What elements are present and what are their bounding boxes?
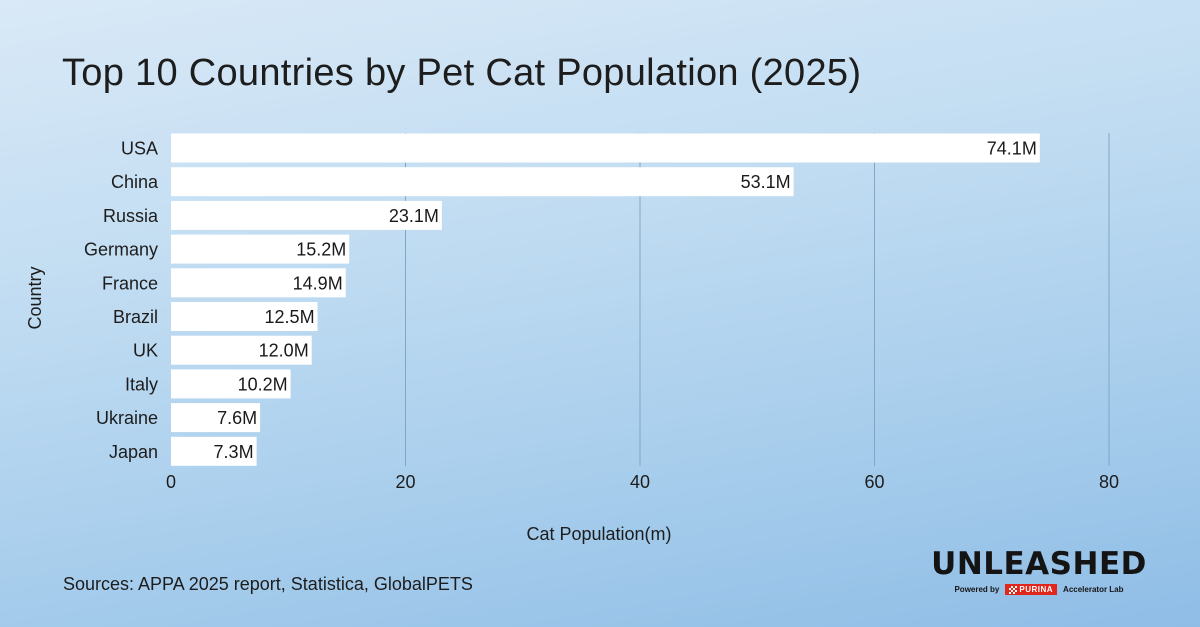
category-label: UK xyxy=(133,341,158,361)
category-label: USA xyxy=(121,139,158,159)
category-label: Ukraine xyxy=(96,408,158,428)
bar-brazil xyxy=(171,302,318,331)
x-tick-label: 20 xyxy=(395,472,415,492)
data-label: 23.1M xyxy=(389,206,439,226)
bar-italy xyxy=(171,369,291,399)
unleashed-logo: UNLEASHED Powered by PURINA Accelerator … xyxy=(928,546,1150,595)
chart-title: Top 10 Countries by Pet Cat Population (… xyxy=(62,52,862,94)
y-axis-title: Country xyxy=(25,266,45,329)
bars xyxy=(171,133,1040,466)
bar-russia xyxy=(171,200,442,230)
x-tick-label: 0 xyxy=(166,472,176,492)
brand-wordmark: UNLEASHED xyxy=(931,546,1147,582)
category-label: Russia xyxy=(103,206,159,226)
accelerator-lab-text: Accelerator Lab xyxy=(1063,585,1124,594)
data-label: 74.1M xyxy=(987,139,1037,159)
category-label: Brazil xyxy=(113,307,158,327)
category-label: France xyxy=(102,273,158,293)
category-label: Italy xyxy=(125,374,158,394)
category-label: Japan xyxy=(109,442,158,462)
checkerboard-icon xyxy=(1009,585,1018,594)
data-label: 10.2M xyxy=(238,374,288,394)
bar-japan xyxy=(171,436,257,466)
category-label: China xyxy=(111,172,159,192)
purina-text: PURINA xyxy=(1019,585,1054,594)
data-label: 12.5M xyxy=(265,307,315,327)
data-labels: 74.1M 53.1M 23.1M 15.2M 14.9M 12.5M 12.0M 10.2M… xyxy=(214,139,1037,462)
bar-usa xyxy=(171,133,1040,163)
bar-france xyxy=(171,268,346,298)
data-label: 7.3M xyxy=(214,442,254,462)
data-label: 14.9M xyxy=(293,273,343,293)
purina-badge: PURINA xyxy=(1005,584,1058,595)
y-tick-labels: USA China Russia Germany France Brazil UK Italy… xyxy=(84,139,159,462)
x-tick-labels: 0 20 40 60 80 xyxy=(166,472,1119,492)
x-tick-label: 60 xyxy=(864,472,884,492)
bar-china xyxy=(171,167,794,197)
bar-germany xyxy=(171,234,350,264)
x-tick-label: 80 xyxy=(1099,472,1119,492)
brand-tagline: Powered by PURINA Accelerator Lab xyxy=(928,584,1150,595)
x-axis-title: Cat Population(m) xyxy=(526,524,671,544)
bar-ukraine xyxy=(171,403,261,433)
x-tick-label: 40 xyxy=(630,472,650,492)
data-label: 7.6M xyxy=(217,408,257,428)
data-label: 53.1M xyxy=(741,172,791,192)
data-label: 12.0M xyxy=(259,341,309,361)
source-note: Sources: APPA 2025 report, Statistica, G… xyxy=(63,574,473,594)
category-label: Germany xyxy=(84,240,158,260)
data-label: 15.2M xyxy=(296,240,346,260)
powered-by-text: Powered by xyxy=(954,585,1000,594)
bar-uk xyxy=(171,335,312,365)
